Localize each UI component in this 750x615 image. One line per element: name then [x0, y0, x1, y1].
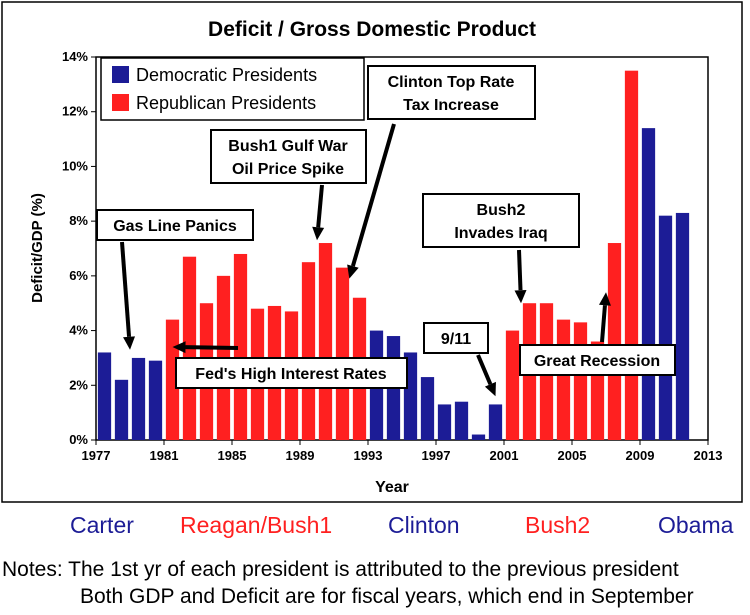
bar-republican — [335, 267, 350, 440]
x-tick-label: 2009 — [626, 448, 655, 463]
bar-republican — [165, 319, 180, 440]
annotation-arrow-head — [347, 264, 359, 279]
annotation-iraq: Bush2 Invades Iraq — [422, 193, 580, 248]
bar-republican — [624, 70, 639, 440]
y-tick-label: 0% — [69, 432, 88, 447]
legend-label-republican: Republican Presidents — [136, 93, 316, 113]
annotation-gulf-war-line2: Oil Price Spike — [232, 161, 344, 178]
annotation-clinton-tax-line1: Clinton Top Rate — [388, 74, 515, 91]
bar-republican — [318, 243, 333, 440]
y-tick-label: 14% — [62, 49, 88, 64]
y-tick-label: 12% — [62, 104, 88, 119]
bar-democratic — [488, 404, 503, 440]
x-tick-label: 2001 — [490, 448, 519, 463]
notes-line-2: Both GDP and Deficit are for fiscal year… — [80, 585, 694, 608]
annotation-fed-rates: Fed's High Interest Rates — [175, 357, 408, 389]
x-tick-label: 2013 — [694, 448, 723, 463]
annotation-arrow-head — [514, 289, 527, 304]
y-tick-label: 4% — [69, 323, 88, 338]
bar-republican — [556, 319, 571, 440]
y-tick-label: 10% — [62, 158, 88, 173]
annotation-iraq-line1: Bush2 — [477, 202, 526, 219]
annotation-great-recession-text: Great Recession — [534, 353, 660, 370]
deficit-gdp-chart: Deficit / Gross Domestic Product 0% 2% 4% 6… — [1, 1, 743, 503]
x-tick-label: 1989 — [286, 448, 315, 463]
annotation-arrow-head — [598, 292, 611, 306]
annotation-iraq-line2: Invades Iraq — [454, 225, 547, 242]
annotation-arrow-line — [120, 241, 132, 337]
bar-democratic — [114, 379, 129, 440]
president-label-clinton: Clinton — [388, 512, 460, 538]
y-axis: 0% 2% 4% 6% 8% 10% 12% 14% — [62, 49, 96, 447]
president-label-carter: Carter — [70, 512, 134, 538]
legend: Democratic Presidents Republican Preside… — [100, 57, 365, 121]
x-axis-label: Year — [375, 479, 409, 496]
annotation-arrow-head — [484, 381, 496, 397]
annotation-arrow-line — [316, 184, 324, 228]
bar-republican — [505, 330, 520, 440]
bar-democratic — [148, 360, 163, 440]
annotation-911-text: 9/11 — [441, 331, 471, 348]
x-tick-label: 1993 — [354, 448, 383, 463]
annotation-fed-rates-text: Fed's High Interest Rates — [195, 366, 387, 383]
bar-democratic — [471, 434, 486, 440]
annotation-arrow-head — [172, 341, 186, 354]
president-label-reagan-bush1: Reagan/Bush1 — [180, 512, 333, 538]
bar-democratic — [675, 212, 690, 440]
president-label-bush2: Bush2 — [525, 512, 591, 538]
annotation-clinton-tax-line2: Tax Increase — [403, 97, 499, 114]
y-tick-label: 8% — [69, 213, 88, 228]
bar-democratic — [420, 377, 435, 440]
x-tick-label: 1977 — [82, 448, 111, 463]
bar-republican — [301, 262, 316, 440]
bar-republican — [607, 243, 622, 440]
annotation-gulf-war-line1: Bush1 Gulf War — [228, 138, 347, 155]
annotation-gulf-war: Bush1 Gulf War Oil Price Spike — [210, 129, 367, 184]
bar-democratic — [97, 352, 112, 440]
bar-democratic — [454, 401, 469, 440]
bar-republican — [233, 253, 248, 440]
annotation-clinton-tax: Clinton Top Rate Tax Increase — [367, 65, 536, 120]
annotation-arrow-head — [312, 226, 325, 241]
legend-label-democratic: Democratic Presidents — [136, 65, 317, 85]
annotation-arrow-line — [517, 249, 523, 291]
notes-line-1: Notes: The 1st yr of each president is a… — [2, 558, 679, 581]
annotation-arrow-head — [123, 336, 136, 350]
president-label-obama: Obama — [658, 512, 734, 538]
bar-democratic — [641, 128, 656, 440]
y-tick-label: 6% — [69, 268, 88, 283]
annotation-arrow-line — [476, 354, 493, 386]
annotation-gas-line-panics: Gas Line Panics — [96, 209, 254, 241]
annotation-arrows — [120, 123, 611, 397]
bar-democratic — [131, 357, 146, 440]
annotation-gas-line-panics-text: Gas Line Panics — [113, 218, 237, 235]
x-axis: 1977 1981 1985 1989 1993 1997 2001 2005 2009 2013 — [82, 440, 723, 463]
annotation-arrow-line — [185, 345, 239, 350]
x-tick-label: 1985 — [218, 448, 247, 463]
legend-box — [100, 57, 365, 121]
x-tick-label: 1981 — [150, 448, 179, 463]
bar-democratic — [437, 404, 452, 440]
y-tick-label: 2% — [69, 377, 88, 392]
bar-democratic — [658, 215, 673, 440]
x-tick-label: 2005 — [558, 448, 587, 463]
annotation-great-recession: Great Recession — [519, 344, 676, 376]
legend-swatch-democratic — [112, 66, 129, 83]
chart-title: Deficit / Gross Domestic Product — [208, 18, 536, 41]
bar-republican — [573, 322, 588, 440]
y-axis-label: Deficit/GDP (%) — [29, 193, 46, 303]
annotation-arrow-line — [600, 305, 607, 343]
annotation-arrow-line — [350, 123, 396, 267]
x-tick-label: 1997 — [422, 448, 451, 463]
annotation-911: 9/11 — [423, 322, 489, 354]
legend-swatch-republican — [112, 94, 129, 111]
